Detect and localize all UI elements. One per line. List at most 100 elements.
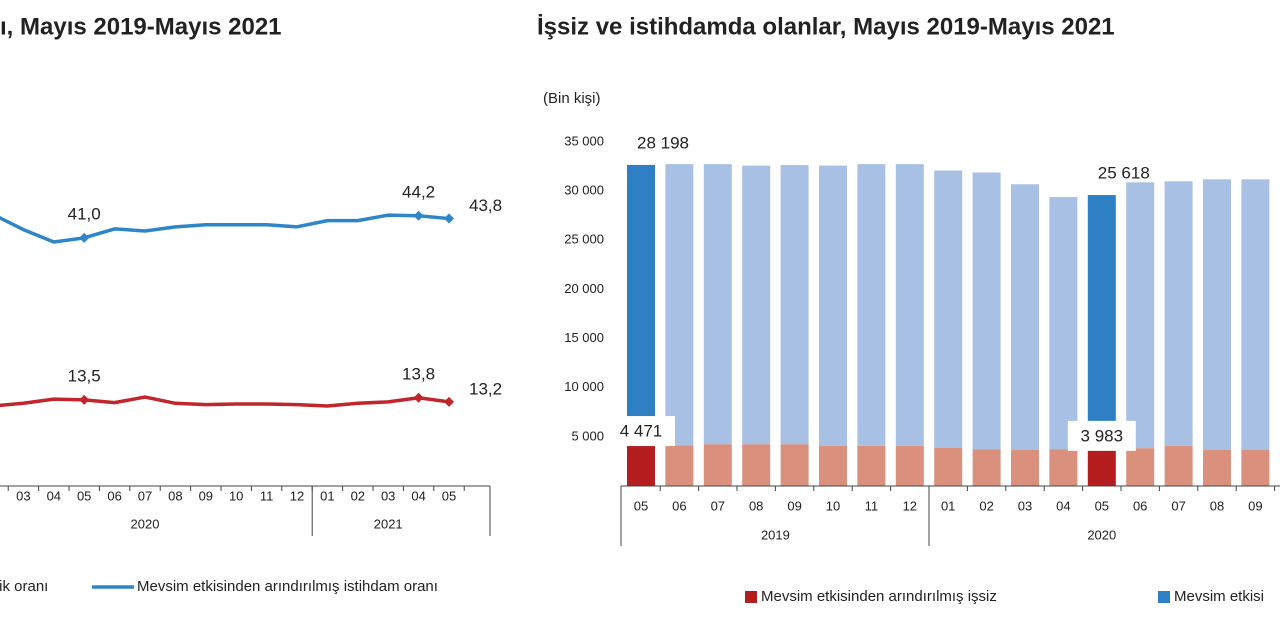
legend-label: izlik oranı	[0, 578, 48, 595]
x-tick-label: 06	[1133, 498, 1147, 513]
group-label: 2020	[1087, 527, 1116, 542]
legend-label: Mevsim etkisinden arındırılmış işsiz	[761, 588, 997, 605]
x-tick-label: 04	[47, 488, 61, 503]
bar-segment	[627, 164, 655, 443]
x-tick-label: 07	[1171, 498, 1185, 513]
point-marker	[413, 392, 424, 403]
data-label: 13,2	[469, 379, 502, 398]
x-tick-label: 07	[711, 498, 725, 513]
x-tick-label: 11	[865, 498, 879, 513]
bar-segment	[1087, 195, 1116, 447]
x-tick-label: 06	[672, 498, 686, 513]
data-label-box	[1067, 420, 1136, 451]
bar-segment	[1049, 197, 1078, 450]
series-line	[0, 395, 450, 408]
bar-segment	[972, 449, 1001, 486]
bar-segment	[703, 164, 732, 445]
bar-segment	[934, 447, 963, 486]
legend-label: Mevsim etkisinden arındırılmış istihdam …	[137, 578, 438, 595]
bar-segment	[1126, 182, 1155, 449]
x-tick-label: 11	[260, 488, 274, 503]
data-label: 13,5	[68, 366, 101, 385]
bar-segment	[895, 164, 924, 446]
x-tick-label: 05	[634, 498, 648, 513]
legend-swatch	[745, 591, 757, 603]
point-marker	[79, 232, 90, 243]
bar-segment	[1087, 446, 1116, 486]
x-tick-label: 07	[138, 488, 152, 503]
bar-segment	[895, 445, 924, 486]
x-tick-label: 08	[1210, 498, 1224, 513]
point-marker	[444, 213, 454, 224]
x-tick-label: 03	[16, 488, 30, 503]
y-tick-label: 10 000	[564, 379, 604, 394]
x-tick-label: 08	[749, 498, 763, 513]
bar-segment	[819, 165, 847, 446]
data-label: 43,8	[469, 196, 502, 215]
x-tick-label: 09	[199, 488, 213, 503]
y-tick-label: 5 000	[571, 428, 604, 443]
x-tick-label: 05	[1095, 498, 1109, 513]
point-marker	[413, 210, 424, 221]
bar-segment	[1241, 179, 1270, 450]
bar-segment	[780, 444, 809, 486]
y-axis-label: (Bin kişi)	[543, 90, 601, 107]
bar-segment	[665, 445, 694, 486]
group-label: 2020	[131, 516, 160, 531]
x-tick-label: 09	[1248, 498, 1262, 513]
data-label: 25 618	[1098, 164, 1150, 183]
point-marker	[79, 394, 90, 405]
x-tick-label: 05	[442, 488, 456, 503]
x-tick-label: 04	[1056, 498, 1070, 513]
legend-swatch	[1158, 591, 1170, 603]
series-line	[0, 213, 450, 244]
chart-title: ı, Mayıs 2019-Mayıs 2021	[0, 13, 282, 40]
point-marker	[444, 396, 454, 407]
x-tick-label: 01	[320, 488, 334, 503]
y-tick-label: 20 000	[564, 281, 604, 296]
bar-segment	[780, 165, 809, 445]
bar-segment	[934, 170, 963, 448]
x-tick-label: 03	[1018, 498, 1032, 513]
chart-title: İşsiz ve istihdamda olanlar, Mayıs 2019-…	[537, 13, 1115, 40]
data-label: 13,8	[402, 364, 435, 383]
bar-segment	[1203, 179, 1231, 450]
bar-segment	[1011, 184, 1039, 450]
x-tick-label: 09	[787, 498, 801, 513]
bar-segment	[819, 445, 847, 486]
x-tick-label: 08	[168, 488, 182, 503]
x-tick-label: 02	[351, 488, 365, 503]
x-tick-label: 12	[903, 498, 917, 513]
y-tick-label: 15 000	[564, 330, 604, 345]
bar-segment	[627, 442, 655, 486]
bar-segment	[703, 444, 732, 486]
legend-label: Mevsim etkisi	[1174, 588, 1264, 605]
data-label: 3 983	[1081, 426, 1124, 445]
x-tick-label: 04	[411, 488, 425, 503]
bar-segment	[1011, 449, 1039, 486]
bar-segment	[742, 165, 771, 445]
bar-segment	[1164, 445, 1193, 486]
x-tick-label: 12	[290, 488, 304, 503]
bar-segment	[665, 164, 694, 446]
bar-segment	[857, 164, 886, 446]
x-tick-label: 01	[941, 498, 955, 513]
y-tick-label: 35 000	[564, 133, 604, 148]
x-tick-label: 05	[77, 488, 91, 503]
x-tick-label: 03	[381, 488, 395, 503]
bar-segment	[857, 445, 886, 486]
data-label: 44,2	[402, 182, 435, 201]
x-tick-label: 10	[229, 488, 243, 503]
bar-segment	[1126, 448, 1155, 486]
bar-segment	[1164, 181, 1193, 446]
x-tick-label: 02	[979, 498, 993, 513]
group-label: 2021	[374, 516, 403, 531]
y-tick-label: 25 000	[564, 232, 604, 247]
data-label-box	[607, 416, 675, 447]
data-label: 4 471	[620, 422, 663, 441]
bar-segment	[1203, 449, 1231, 486]
group-label: 2019	[761, 527, 790, 542]
data-label: 41,0	[68, 204, 101, 223]
x-tick-label: 10	[826, 498, 840, 513]
